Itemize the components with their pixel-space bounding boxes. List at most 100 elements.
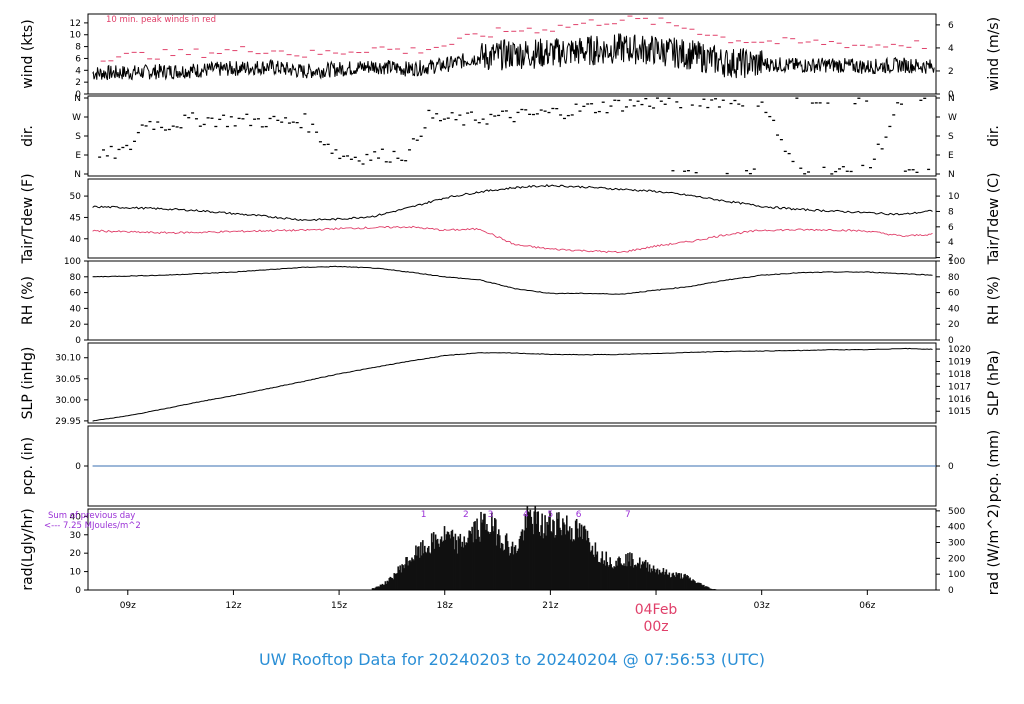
right-axis-title: wind (m/s) — [986, 17, 1002, 91]
right-tick-label: 0 — [948, 586, 954, 596]
dewpoint-line — [92, 225, 933, 254]
left-tick-label: 4 — [75, 66, 81, 76]
right-tick-label: 1017 — [948, 382, 971, 392]
left-axis-title: dir. — [20, 125, 36, 147]
rh-line — [92, 265, 933, 295]
left-axis-title: RH (%) — [20, 276, 36, 325]
panel-rh: RH (%) RH (%) 0 20 40 60 80 100 0 20 40 60 80 100 — [20, 257, 1002, 346]
right-tick-label: 200 — [948, 554, 965, 564]
peak-wind-annotation: 10 min. peak winds in red — [106, 15, 216, 25]
right-tick-label: 100 — [948, 257, 965, 267]
left-tick-label: N — [74, 170, 81, 180]
left-tick-label: 80 — [70, 273, 82, 283]
right-tick-label: 100 — [948, 570, 965, 580]
left-tick-label: 100 — [64, 257, 81, 267]
left-tick-label: 0 — [75, 336, 81, 346]
left-axis-title: wind (kts) — [20, 19, 36, 88]
right-tick-label: 500 — [948, 507, 965, 517]
left-tick-label: 30 — [70, 531, 82, 541]
right-tick-label: E — [948, 151, 954, 161]
right-tick-label: 1016 — [948, 395, 971, 405]
right-axis-title: SLP (hPa) — [986, 350, 1002, 416]
right-tick-label: 40 — [948, 304, 960, 314]
panel-frame — [87, 178, 937, 259]
date-marker-time: 00z — [643, 619, 668, 635]
left-axis-title: SLP (inHg) — [20, 347, 36, 420]
left-axis-title: rad(Lgly/hr) — [20, 508, 36, 590]
solar-peak-marker: 5 — [548, 510, 554, 520]
panel-slp: SLP (inHg) SLP (hPa) 29.95 30.00 30.05 30.10 1… — [20, 342, 1002, 427]
left-tick-label: 20 — [70, 549, 82, 559]
date-marker-label: 04Feb — [635, 602, 678, 618]
right-tick-label: 60 — [948, 289, 960, 299]
left-tick-label: W — [72, 113, 81, 123]
right-axis-title: pcp. (mm) — [986, 430, 1002, 503]
left-tick-label: E — [75, 151, 81, 161]
time-tick-label: 21z — [542, 601, 558, 611]
right-tick-label: 6 — [948, 223, 954, 233]
panel-frame — [87, 13, 937, 95]
right-tick-label: 1018 — [948, 370, 971, 380]
left-tick-label: 30.05 — [55, 375, 81, 385]
left-tick-label: 45 — [70, 213, 81, 223]
right-tick-label: 1020 — [948, 345, 971, 355]
right-tick-label: 0 — [948, 462, 954, 472]
panel-rad: rad(Lgly/hr) rad (W/m^2)01020304001002003… — [20, 504, 1002, 596]
right-tick-label: 80 — [948, 273, 960, 283]
left-tick-label: 10 — [70, 568, 82, 578]
left-axis-title: pcp. (in) — [20, 437, 36, 495]
wind-speed-line — [92, 33, 935, 81]
left-tick-label: 0 — [75, 586, 81, 596]
left-tick-label: 0 — [75, 90, 81, 100]
right-axis-title: Tair/Tdew (C) — [986, 173, 1002, 266]
right-tick-label: 6 — [948, 21, 954, 31]
time-tick-label: 09z — [120, 601, 136, 611]
right-tick-label: 1015 — [948, 407, 971, 417]
right-axis-title: dir. — [986, 125, 1002, 147]
right-tick-label: 10 — [948, 192, 960, 202]
left-tick-label: 10 — [70, 31, 82, 41]
left-tick-label: 2 — [75, 78, 81, 88]
right-tick-label: 400 — [948, 523, 965, 533]
right-tick-label: 4 — [948, 44, 954, 54]
solar-sum-annotation: Sum of previous day — [48, 511, 135, 521]
left-tick-label: 0 — [75, 462, 81, 472]
air-temp-line — [92, 183, 933, 222]
solar-peak-marker: 1 — [421, 510, 427, 520]
panel-temp: Tair/Tdew (F) Tair/Tdew (C) 40 45 50 2 4 6 8 10 — [20, 173, 1002, 266]
left-tick-label: 8 — [75, 43, 81, 53]
left-tick-label: 12 — [70, 19, 81, 29]
right-tick-label: 300 — [948, 539, 965, 549]
left-tick-label: 30.00 — [55, 396, 81, 406]
left-tick-label: 60 — [70, 289, 82, 299]
right-tick-label: 4 — [948, 238, 954, 248]
slp-line — [92, 347, 933, 422]
left-tick-label: N — [74, 94, 81, 104]
right-tick-label: N — [948, 94, 955, 104]
right-tick-label: 20 — [948, 320, 960, 330]
left-tick-label: 20 — [70, 320, 82, 330]
figure-title: UW Rooftop Data for 20240203 to 20240204… — [259, 650, 765, 669]
time-tick-label: 12z — [225, 601, 241, 611]
time-tick-label: 15z — [331, 601, 347, 611]
right-tick-label: 0 — [948, 90, 954, 100]
left-tick-label: 40 — [70, 512, 82, 522]
left-axis-title: Tair/Tdew (F) — [20, 173, 36, 264]
solar-peak-marker: 4 — [523, 510, 529, 520]
left-tick-label: S — [75, 132, 81, 142]
left-tick-label: 6 — [75, 54, 81, 64]
panel-frame — [87, 95, 937, 177]
right-axis-title: rad (W/m^2) — [986, 504, 1002, 595]
solar-peak-marker: 6 — [576, 510, 582, 520]
left-tick-label: 29.95 — [55, 417, 81, 427]
right-tick-label: S — [948, 132, 954, 142]
solar-peak-marker: 3 — [488, 510, 494, 520]
panel-frame — [87, 342, 937, 424]
solar-peak-marker: 2 — [463, 510, 469, 520]
right-axis-title: RH (%) — [986, 276, 1002, 325]
left-tick-label: 30.10 — [55, 354, 81, 364]
